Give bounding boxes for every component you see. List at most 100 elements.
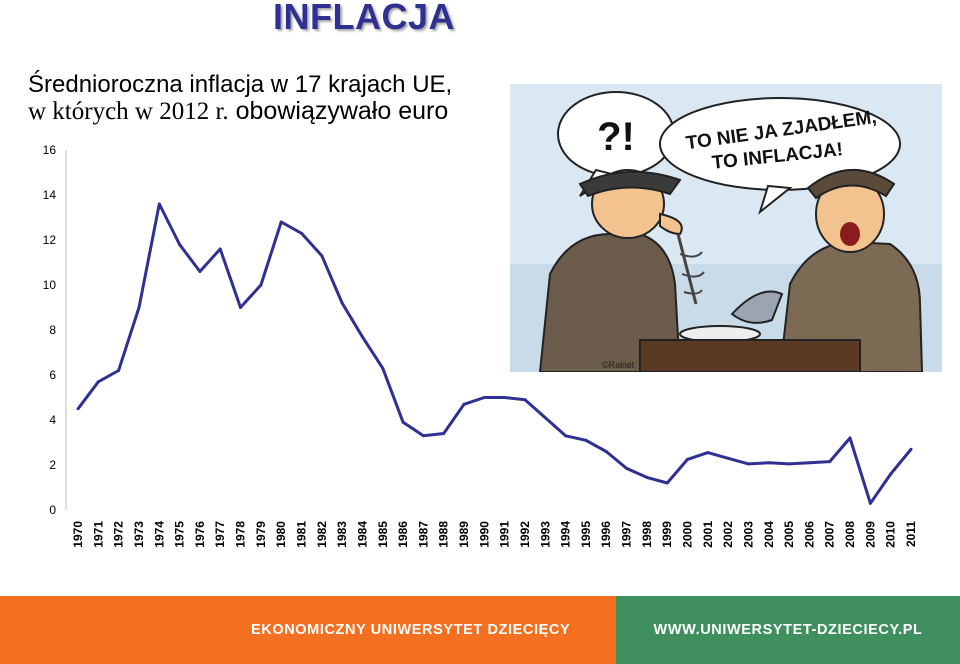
data-point-1994 — [564, 434, 568, 438]
subtitle-line-1: Średnioroczna inflacja w 17 krajach UE, — [28, 71, 453, 98]
data-point-1981 — [299, 231, 303, 235]
x-tick-label-1974: 1974 — [152, 521, 166, 548]
y-tick-label-7: 14 — [43, 188, 57, 202]
data-point-1972 — [117, 369, 121, 372]
data-point-1975 — [178, 243, 182, 246]
y-tick-labels: 0 2 4 6 8 10 12 14 16 — [43, 143, 57, 517]
x-tick-label-2004: 2004 — [762, 521, 776, 548]
x-tick-label-2007: 2007 — [823, 521, 837, 548]
x-tick-label-1991: 1991 — [498, 521, 512, 548]
series-line — [76, 202, 913, 505]
data-point-2011 — [909, 447, 913, 451]
data-point-1977 — [218, 247, 222, 251]
x-tick-label-2010: 2010 — [884, 521, 898, 548]
data-point-1980 — [279, 220, 283, 224]
y-tick-label-8: 16 — [43, 143, 57, 157]
x-tick-label-1999: 1999 — [660, 521, 674, 548]
data-point-1971 — [96, 380, 100, 384]
data-point-1991 — [503, 396, 507, 399]
x-tick-label-2001: 2001 — [701, 521, 715, 548]
x-tick-label-1983: 1983 — [335, 521, 349, 548]
x-tick-label-2006: 2006 — [802, 521, 816, 548]
data-point-1970 — [76, 407, 80, 411]
data-point-1998 — [645, 475, 649, 479]
x-tick-label-1998: 1998 — [640, 521, 654, 548]
data-point-1990 — [482, 396, 486, 399]
data-point-1999 — [665, 481, 669, 485]
x-tick-label-2002: 2002 — [721, 521, 735, 548]
x-tick-label-2005: 2005 — [782, 521, 796, 548]
subtitle-line-2-start: w których w 2012 r. — [28, 98, 229, 125]
x-tick-label-2009: 2009 — [863, 521, 877, 548]
x-tick-label-1971: 1971 — [91, 521, 105, 548]
data-point-2007 — [828, 460, 832, 464]
x-tick-label-1981: 1981 — [294, 521, 308, 548]
series-points — [76, 202, 913, 505]
page-title: INFLACJA — [273, 0, 455, 37]
data-point-1983 — [340, 301, 344, 305]
x-tick-label-1980: 1980 — [274, 521, 288, 548]
footer-website-link[interactable]: WWW.UNIWERSYTET-DZIECIECY.PL — [653, 622, 923, 638]
data-point-2010 — [889, 472, 893, 476]
x-tick-label-1993: 1993 — [538, 521, 552, 548]
x-tick-label-1992: 1992 — [518, 521, 532, 548]
x-tick-label-1985: 1985 — [376, 521, 390, 548]
x-tick-label-1972: 1972 — [112, 521, 126, 548]
data-point-1987 — [421, 434, 425, 438]
x-tick-label-1976: 1976 — [193, 521, 207, 548]
data-point-1978 — [239, 306, 243, 309]
data-point-1985 — [381, 366, 385, 370]
x-tick-label-1990: 1990 — [477, 521, 491, 548]
footer-right-banner[interactable]: WWW.UNIWERSYTET-DZIECIECY.PL — [616, 596, 960, 664]
data-point-2000 — [686, 457, 690, 461]
y-tick-label-4: 8 — [49, 323, 56, 337]
bubble-left-text: ?! — [597, 115, 635, 159]
subtitle-line-2-end: obowiązywało euro — [228, 97, 449, 125]
data-point-2004 — [767, 461, 771, 465]
x-tick-label-1977: 1977 — [213, 521, 227, 548]
x-tick-label-1987: 1987 — [416, 521, 430, 548]
x-tick-label-1984: 1984 — [355, 521, 369, 548]
y-tick-label-5: 10 — [43, 278, 57, 292]
x-tick-label-1982: 1982 — [315, 521, 329, 548]
x-tick-label-1989: 1989 — [457, 521, 471, 548]
data-point-1993 — [543, 416, 547, 420]
x-tick-label-2003: 2003 — [741, 521, 755, 548]
cartoon-image: ?! TO NIE JA ZJADŁEM, TO INFLACJA! ©Raki… — [510, 84, 942, 372]
subtitle-line-2: w których w 2012 r. obowiązywało euro — [28, 98, 508, 125]
data-point-1982 — [320, 254, 324, 258]
data-point-1979 — [259, 283, 263, 287]
footer-left-text: EKONOMICZNY UNIWERSYTET DZIECIĘCY — [251, 622, 571, 638]
data-point-1989 — [462, 402, 466, 406]
data-point-1988 — [442, 432, 446, 435]
x-tick-label-1973: 1973 — [132, 521, 146, 548]
x-tick-label-1979: 1979 — [254, 521, 268, 548]
x-tick-label-1986: 1986 — [396, 521, 410, 548]
footer-left-banner: EKONOMICZNY UNIWERSYTET DZIECIĘCY — [0, 596, 616, 664]
data-point-1997 — [625, 466, 629, 470]
data-point-2002 — [726, 456, 730, 460]
x-tick-label-1994: 1994 — [559, 521, 573, 548]
x-tick-label-2011: 2011 — [904, 521, 918, 547]
x-tick-label-1975: 1975 — [173, 521, 187, 548]
data-point-2008 — [848, 436, 852, 440]
x-tick-label-2000: 2000 — [681, 521, 695, 548]
data-point-1992 — [523, 398, 527, 402]
data-point-1996 — [604, 450, 608, 453]
data-point-1976 — [198, 270, 202, 273]
data-point-1974 — [157, 202, 161, 206]
y-tick-label-6: 12 — [43, 233, 57, 247]
y-tick-label-1: 2 — [49, 458, 56, 472]
x-tick-label-1996: 1996 — [599, 521, 613, 548]
data-point-2009 — [868, 501, 872, 505]
x-tick-label-1997: 1997 — [620, 521, 634, 548]
data-point-1984 — [360, 335, 364, 339]
data-point-2003 — [746, 462, 750, 466]
x-tick-label-1970: 1970 — [71, 521, 85, 548]
x-tick-label-1995: 1995 — [579, 521, 593, 548]
data-point-2005 — [787, 462, 791, 466]
chart-subtitle: Średnioroczna inflacja w 17 krajach UE, … — [28, 72, 508, 125]
data-point-1973 — [137, 306, 141, 309]
y-tick-label-0: 0 — [49, 503, 56, 517]
